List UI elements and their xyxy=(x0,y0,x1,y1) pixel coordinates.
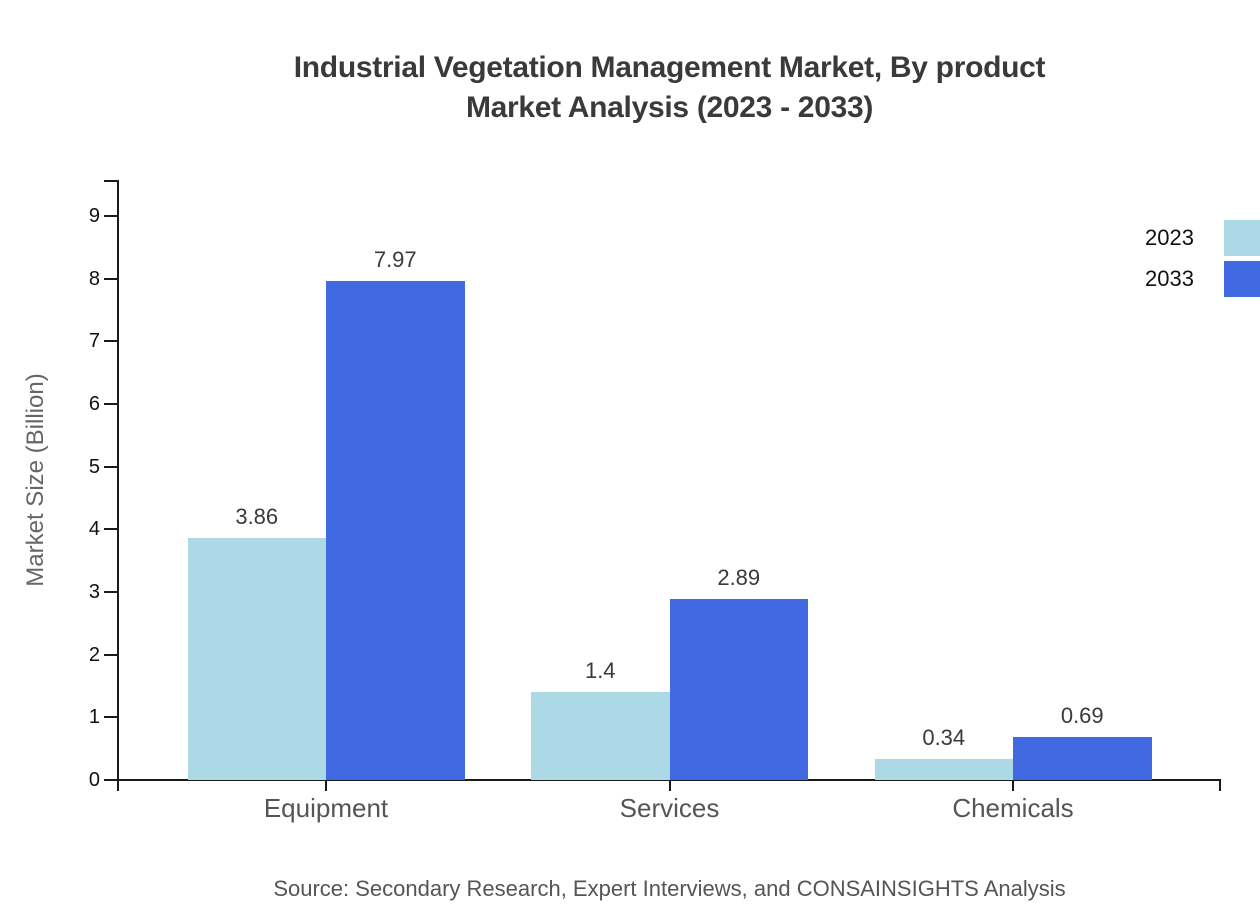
y-tick xyxy=(104,528,117,531)
y-tick-label: 5 xyxy=(88,455,100,478)
legend-item-2033: 2033 xyxy=(1145,261,1260,297)
source-attribution: Source: Secondary Research, Expert Inter… xyxy=(273,876,1066,901)
y-tick xyxy=(104,215,117,218)
legend-label-2023: 2023 xyxy=(1145,225,1194,250)
y-tick-label: 7 xyxy=(88,330,100,353)
y-tick xyxy=(104,653,117,656)
x-tick xyxy=(1012,780,1014,791)
chart-title: Industrial Vegetation Management Market,… xyxy=(293,51,1046,124)
bar-value-label: 3.86 xyxy=(235,504,279,530)
bar-value-label: 1.4 xyxy=(584,658,616,684)
y-tick-label: 6 xyxy=(88,393,100,416)
bar-value-label: 0.34 xyxy=(922,724,966,750)
x-tick xyxy=(668,780,671,791)
y-tick xyxy=(104,716,117,719)
bar-value-label: 7.97 xyxy=(373,246,417,272)
legend-swatch-2033 xyxy=(1224,261,1260,297)
y-tick-label: 9 xyxy=(88,205,100,228)
y-tick-label: 4 xyxy=(88,518,100,541)
y-tick-label: 1 xyxy=(88,706,100,729)
legend-swatch-2023 xyxy=(1224,220,1260,256)
x-category-label-services: Services xyxy=(619,793,720,823)
bar-2023-services xyxy=(531,692,670,780)
bar-2023-chemicals xyxy=(874,758,1013,780)
bar-value-label: 2.89 xyxy=(717,564,761,590)
y-tick-label: 8 xyxy=(88,267,100,290)
y-tick-label: 0 xyxy=(88,769,100,791)
bar-value-label: 0.69 xyxy=(1060,702,1104,728)
bar-2033-equipment xyxy=(326,280,465,780)
y-tick xyxy=(104,403,117,406)
bar-2033-chemicals xyxy=(1013,736,1152,780)
y-tick-label: 2 xyxy=(88,643,100,666)
y-tick xyxy=(104,340,117,343)
bar-2033-services xyxy=(669,598,808,780)
x-category-label-chemicals: Chemicals xyxy=(952,793,1074,823)
x-category-label-equipment: Equipment xyxy=(263,793,389,823)
x-tick xyxy=(325,780,327,791)
y-tick xyxy=(104,779,117,781)
y-tick xyxy=(104,465,117,468)
y-axis-spine xyxy=(117,180,119,780)
y-tick xyxy=(104,591,117,594)
y-axis-top-cap xyxy=(104,180,117,182)
y-tick-label: 3 xyxy=(88,581,100,604)
legend-item-2023: 2023 xyxy=(1145,220,1260,256)
x-axis-right-cap xyxy=(1219,780,1221,791)
legend-label-2033: 2033 xyxy=(1145,266,1194,291)
bar-2023-equipment xyxy=(187,538,326,780)
legend: 2023 2033 xyxy=(1145,220,1260,302)
x-axis-left-cap xyxy=(117,780,119,791)
y-tick xyxy=(104,277,117,280)
